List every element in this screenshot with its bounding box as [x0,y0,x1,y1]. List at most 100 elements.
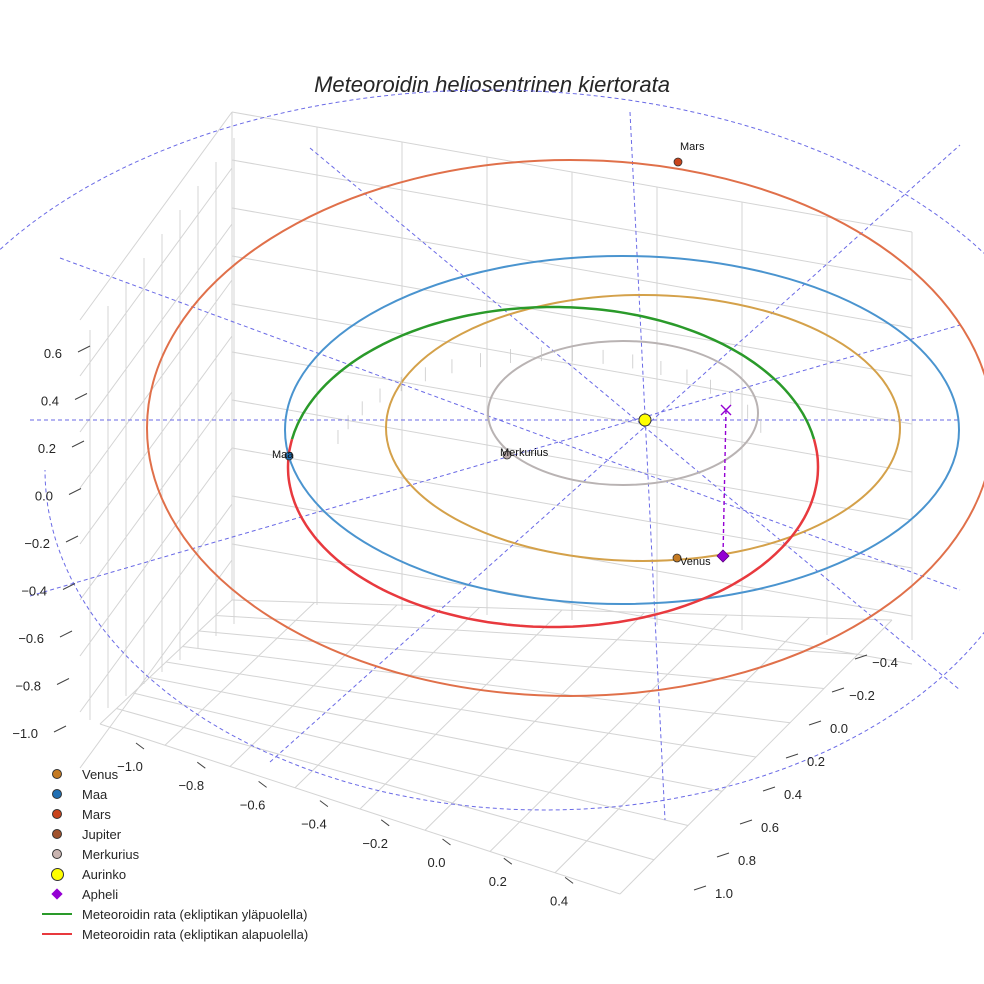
x-tick-label: −1.0 [117,759,143,774]
x-tick-mark [442,838,451,846]
planet-marker-merkurius [502,450,512,460]
grid-line [231,351,913,473]
legend-label: Merkurius [82,846,140,862]
grid-line [231,599,893,621]
ecliptic-spoke [59,257,961,591]
x-tick-label: −0.2 [362,836,388,851]
planet-marker-venus [672,553,682,563]
legend-symbol [40,884,74,904]
grid-line [182,646,791,724]
z-tick-mark [53,725,67,733]
legend-symbol [40,904,74,924]
grid-line [619,619,893,895]
y-tick-mark [808,720,822,726]
grid-line [424,612,645,831]
z-tick-mark [59,630,73,638]
grid-line [79,447,233,657]
planet-marker-mars [673,157,683,167]
y-tick-mark [831,687,845,693]
x-tick-mark [197,761,206,769]
z-tick-mark [65,535,79,543]
grid-line [79,167,233,377]
y-tick-label: 1.0 [715,886,733,901]
legend-label: Meteoroidin rata (ekliptikan yläpuolella… [82,906,308,922]
legend-symbol [40,924,74,944]
legend-marker [42,933,72,935]
grid-line [489,614,728,852]
legend-marker [51,888,63,900]
legend-item: Aurinko [40,864,308,884]
z-tick-label: −0.8 [15,679,41,694]
legend-item: Meteoroidin rata (ekliptikan yläpuolella… [40,904,308,924]
meteoroid-orbit [286,305,820,629]
axis-ticks: 0.6 0.4 0.2 0.0 −0.2 −0.4 −0.6 −0.8 −1.0 −1.0 −0.8… [12,345,898,908]
grid-line [165,661,757,758]
legend-symbol [40,824,74,844]
y-tick-mark [762,786,776,792]
grid-line [79,391,233,601]
aurinko-marker [638,413,652,427]
legend-item: Apheli [40,884,308,904]
z-tick-label: −1.0 [12,726,38,741]
orbit-merkurius [487,340,759,486]
grid-line [198,630,825,689]
legend-marker [42,913,72,915]
legend-label: Jupiter [82,826,122,842]
x-tick-label: −0.4 [301,817,327,832]
y-tick-label: 0.8 [738,853,756,868]
x-tick-label: 0.4 [550,893,568,908]
y-tick-mark [854,654,868,660]
orbit-maa [284,255,960,605]
x-tick-label: −0.6 [240,797,266,812]
z-tick-label: 0.0 [35,489,53,504]
y-tick-mark [739,819,753,825]
grid-line [231,159,913,281]
ecliptic-spoke [309,147,961,691]
planet-label-merkurius: Merkurius [500,447,549,459]
legend-symbol [40,784,74,804]
planet-markers: Mars Maa Merkurius Venus [272,141,711,568]
legend-label: Maa [82,786,108,802]
y-tick-label: 0.2 [807,754,825,769]
z-tick-label: 0.4 [41,394,59,409]
x-tick-label: 0.2 [489,874,507,889]
x-tick-mark [258,781,267,788]
grid-line [231,543,913,665]
ecliptic-circle [44,469,984,811]
y-tick-label: 0.0 [830,721,848,736]
x-tick-mark [319,800,329,807]
legend-item: Meteoroidin rata (ekliptikan alapuolella… [40,924,308,944]
legend-item: Merkurius [40,844,308,864]
z-tick-label: −0.2 [24,536,50,551]
grid-line [79,559,233,769]
legend-label: Apheli [82,886,119,902]
grid-line [79,335,233,545]
legend-marker [52,849,62,859]
grid-line [231,255,913,377]
legend-item: Venus [40,764,308,784]
legend-marker [52,809,62,819]
z-tick-label: −0.4 [21,584,47,599]
x-tick-mark [380,819,390,827]
y-tick-mark [716,852,730,858]
x-tick-mark [135,742,145,750]
planet-label-venus: Venus [680,556,711,568]
planet-orbits [146,159,984,697]
grid-line [215,615,859,655]
grid-line [79,111,233,321]
orbit-venus [385,294,901,562]
z-tick-mark [62,583,76,590]
y-tick-mark [693,885,707,891]
x-tick-mark [503,857,513,865]
orbit-mars [146,159,984,697]
legend-item: Mars [40,804,308,824]
y-tick-label: 0.4 [784,787,802,802]
planet-label-maa: Maa [272,449,294,461]
legend-label: Aurinko [82,866,127,882]
z-tick-label: 0.2 [38,441,56,456]
legend-item: Jupiter [40,824,308,844]
grid-line [231,303,913,425]
legend-symbol [40,764,74,784]
meteoroid-orbit-below [286,438,820,629]
